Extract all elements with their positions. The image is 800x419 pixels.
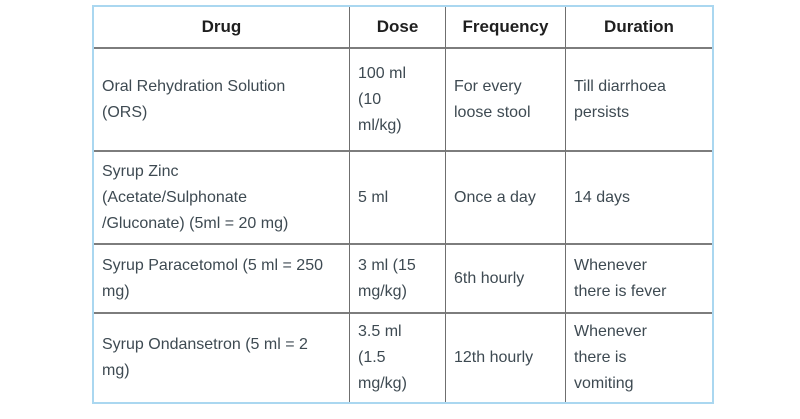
cell-frequency: 6th hourly	[446, 245, 566, 314]
table-row: Syrup Paracetomol (5 ml = 250 mg) 3 ml (…	[94, 245, 712, 314]
cell-dose: 3 ml (15 mg/kg)	[350, 245, 446, 314]
cell-frequency: For every loose stool	[446, 49, 566, 152]
column-header-dose: Dose	[350, 7, 446, 49]
cell-drug: Syrup Paracetomol (5 ml = 250 mg)	[94, 245, 350, 314]
cell-dose: 5 ml	[350, 152, 446, 245]
column-header-drug: Drug	[94, 7, 350, 49]
cell-frequency: 12th hourly	[446, 314, 566, 402]
cell-dose: 100 ml (10 ml/kg)	[350, 49, 446, 152]
column-header-frequency: Frequency	[446, 7, 566, 49]
cell-drug: Oral Rehydration Solution (ORS)	[94, 49, 350, 152]
cell-duration: Whenever there is fever	[566, 245, 712, 314]
dosage-table-container: Drug Dose Frequency Duration Oral Rehydr…	[92, 5, 714, 404]
cell-duration: Whenever there is vomiting	[574, 323, 647, 392]
column-header-duration: Duration	[566, 7, 712, 49]
table-row: Syrup Zinc (Acetate/Sulphonate /Gluconat…	[94, 152, 712, 245]
cell-duration: 14 days	[566, 152, 712, 245]
table-row: Syrup Ondansetron (5 ml = 2 mg) 3.5 ml (…	[94, 314, 712, 402]
cell-dose: 3.5 ml (1.5 mg/kg)	[350, 314, 446, 402]
drug-dosage-table: Drug Dose Frequency Duration Oral Rehydr…	[92, 5, 714, 404]
cell-drug: Syrup Zinc (Acetate/Sulphonate /Gluconat…	[94, 152, 350, 245]
header-row: Drug Dose Frequency Duration	[94, 7, 712, 49]
cell-frequency: Once a day	[446, 152, 566, 245]
table-row: Oral Rehydration Solution (ORS) 100 ml (…	[94, 49, 712, 152]
cell-drug: Syrup Ondansetron (5 ml = 2 mg)	[94, 314, 350, 402]
cell-duration: Till diarrhoea persists	[566, 49, 712, 152]
